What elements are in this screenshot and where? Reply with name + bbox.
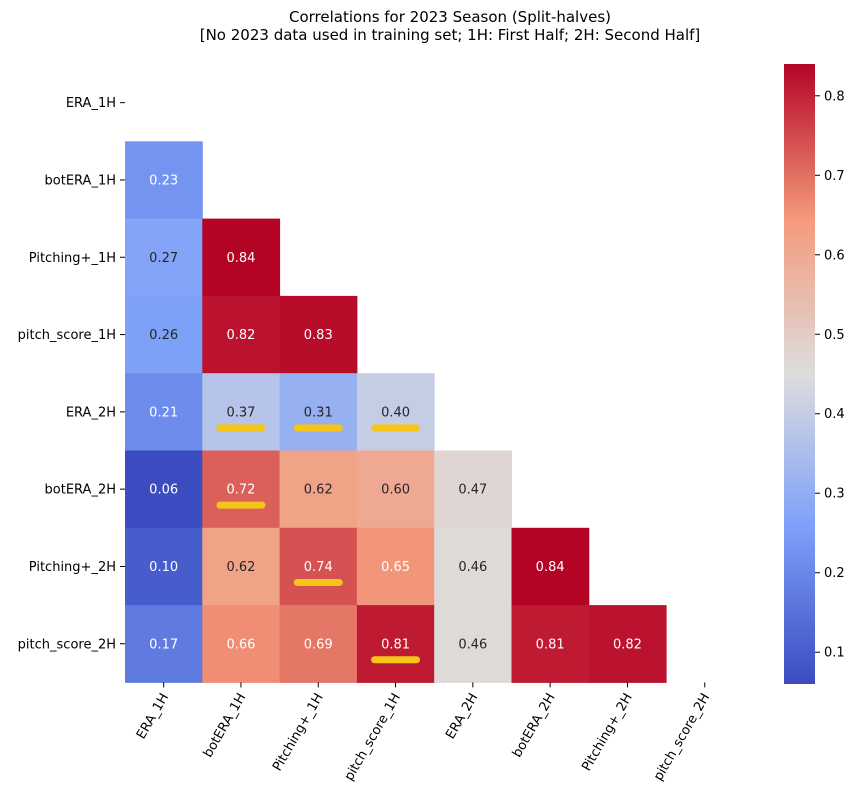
heatmap-cell [356,450,435,529]
heatmap-cell [125,450,203,529]
cell-value-label: 0.46 [458,637,487,652]
cell-value-label: 0.81 [381,637,410,652]
x-tick-label: Pitching+_2H [579,691,636,774]
heatmap-cell [511,527,590,606]
y-tick-label: ERA_2H [66,405,116,420]
heatmap-cell [356,605,435,683]
chart-subtitle: [No 2023 data used in training set; 1H: … [199,26,701,44]
y-tick-label: pitch_score_1H [18,328,116,343]
cell-value-label: 0.06 [149,483,178,498]
colorbar-tick-label: 0.2 [824,566,845,581]
colorbar-tick-label: 0.1 [824,646,845,661]
heatmap-cell [202,450,281,529]
heatmap-cell [202,373,281,451]
colorbar-tick-label: 0.3 [824,487,845,502]
x-tick-label: Pitching+_1H [270,691,327,774]
cell-value-label: 0.23 [149,173,178,188]
cell-value-label: 0.81 [536,637,565,652]
cell-value-label: 0.26 [149,328,178,343]
chart-title: Correlations for 2023 Season (Split-halv… [288,8,611,26]
y-tick-label: botERA_1H [45,173,116,188]
heatmap-cell [279,450,358,529]
colorbar-tick-label: 0.5 [824,328,845,343]
heatmap-cell [202,295,281,374]
x-tick-label: ERA_2H [443,691,481,742]
cell-value-label: 0.40 [381,405,410,420]
colorbar-tick-label: 0.8 [824,89,845,104]
cell-value-label: 0.62 [226,560,255,575]
y-tick-label: ERA_1H [66,96,116,111]
cell-value-label: 0.17 [149,637,178,652]
heatmap-cell [202,527,281,606]
heatmap-cell [279,605,358,683]
heatmap-cell [125,218,203,297]
heatmap-cell [434,605,512,683]
cell-value-label: 0.21 [149,405,178,420]
heatmap-cell [511,605,590,683]
cell-value-label: 0.82 [226,328,255,343]
cell-value-label: 0.27 [149,251,178,266]
x-tick-label: pitch_score_1H [342,691,404,784]
heatmap-cell [434,450,512,529]
colorbar-tick-label: 0.4 [824,407,845,422]
cell-value-label: 0.60 [381,483,410,498]
cell-value-label: 0.31 [304,405,333,420]
heatmap-cell [434,527,512,606]
heatmap-cell [279,373,358,451]
y-tick-label: botERA_2H [45,483,116,498]
heatmap-cell [356,373,435,451]
heatmap-cell [125,373,203,451]
cell-value-label: 0.10 [149,560,178,575]
cell-value-label: 0.47 [458,483,487,498]
colorbar-tick-label: 0.7 [824,169,845,184]
cell-value-label: 0.37 [226,405,255,420]
x-tick-label: pitch_score_2H [651,691,713,784]
y-tick-label: pitch_score_2H [18,637,116,652]
heatmap-cell [356,527,435,606]
cell-value-label: 0.66 [226,637,255,652]
y-tick-label: Pitching+_1H [29,251,116,266]
heatmap-cell [125,527,203,606]
heatmap-cell [588,605,667,683]
heatmap-cell [125,141,203,220]
x-tick-label: ERA_1H [134,691,172,742]
heatmap-cell [279,295,358,374]
cell-value-label: 0.83 [304,328,333,343]
cell-value-label: 0.46 [458,560,487,575]
cell-value-label: 0.82 [613,637,642,652]
cell-value-label: 0.74 [304,560,333,575]
x-tick-label: botERA_2H [510,691,559,760]
cell-value-label: 0.69 [304,637,333,652]
cell-value-label: 0.84 [536,560,565,575]
cell-value-label: 0.65 [381,560,410,575]
heatmap-cell [202,605,281,683]
y-tick-label: Pitching+_2H [29,560,116,575]
heatmap-cell [125,605,203,683]
heatmap-cell [125,295,203,374]
cell-value-label: 0.72 [226,483,255,498]
cell-value-label: 0.84 [226,251,255,266]
x-tick-label: botERA_1H [201,691,250,760]
cell-value-label: 0.62 [304,483,333,498]
colorbar-tick-label: 0.6 [824,248,845,263]
heatmap-cell [279,527,358,606]
heatmap-cell [202,218,281,297]
colorbar [784,64,815,684]
